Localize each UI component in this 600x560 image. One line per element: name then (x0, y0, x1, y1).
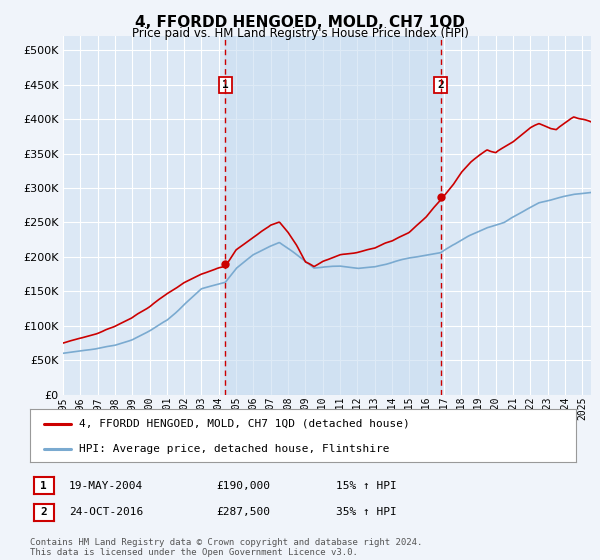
Text: Price paid vs. HM Land Registry's House Price Index (HPI): Price paid vs. HM Land Registry's House … (131, 27, 469, 40)
Text: 24-OCT-2016: 24-OCT-2016 (69, 507, 143, 517)
Text: 15% ↑ HPI: 15% ↑ HPI (336, 480, 397, 491)
Text: 1: 1 (40, 480, 47, 491)
Text: 35% ↑ HPI: 35% ↑ HPI (336, 507, 397, 517)
Text: Contains HM Land Registry data © Crown copyright and database right 2024.
This d: Contains HM Land Registry data © Crown c… (30, 538, 422, 557)
Text: £287,500: £287,500 (216, 507, 270, 517)
Text: 2: 2 (437, 80, 444, 90)
Bar (226, 36, 440, 395)
Text: £190,000: £190,000 (216, 480, 270, 491)
Text: HPI: Average price, detached house, Flintshire: HPI: Average price, detached house, Flin… (79, 444, 389, 454)
Text: 4, FFORDD HENGOED, MOLD, CH7 1QD: 4, FFORDD HENGOED, MOLD, CH7 1QD (135, 15, 465, 30)
Text: 4, FFORDD HENGOED, MOLD, CH7 1QD (detached house): 4, FFORDD HENGOED, MOLD, CH7 1QD (detach… (79, 419, 410, 429)
Text: 19-MAY-2004: 19-MAY-2004 (69, 480, 143, 491)
Text: 1: 1 (222, 80, 229, 90)
Text: 2: 2 (40, 507, 47, 517)
